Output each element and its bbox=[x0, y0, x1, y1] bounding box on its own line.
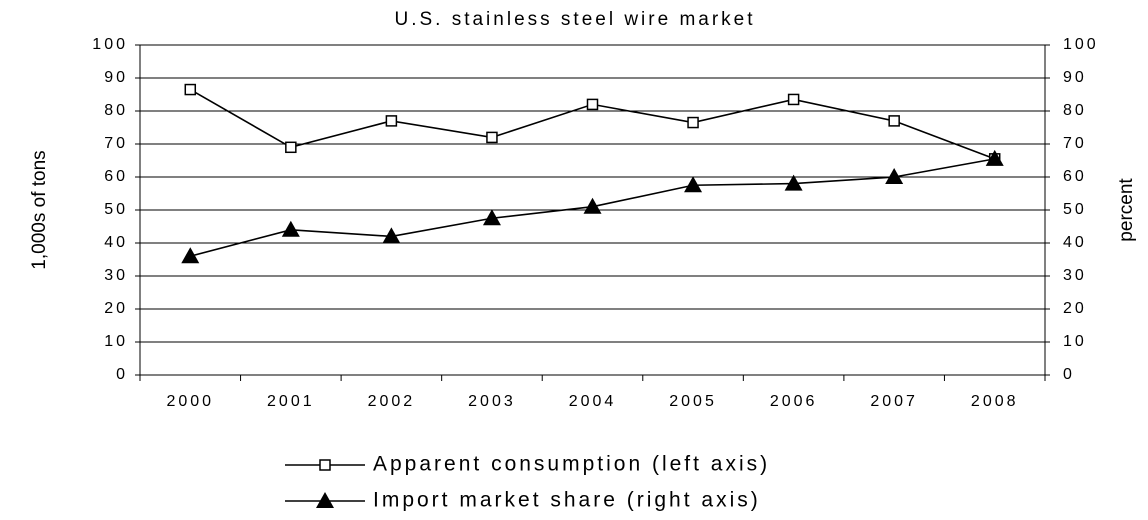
data-point bbox=[787, 93, 800, 106]
data-point bbox=[482, 209, 501, 226]
data-point bbox=[985, 149, 1004, 166]
legend-label: Apparent consumption (left axis) bbox=[373, 453, 770, 476]
data-point bbox=[784, 174, 803, 191]
x-tick-label: 2003 bbox=[468, 393, 516, 410]
data-point bbox=[586, 98, 599, 111]
y-tick-label: 100 bbox=[92, 36, 128, 53]
y2-tick-label: 10 bbox=[1063, 333, 1087, 350]
data-point bbox=[281, 220, 300, 237]
y-tick-label: 70 bbox=[104, 135, 128, 152]
data-point bbox=[184, 83, 197, 96]
data-point bbox=[888, 115, 900, 127]
data-point bbox=[684, 176, 703, 193]
data-point bbox=[885, 168, 904, 184]
y2-tick-label: 40 bbox=[1063, 234, 1087, 251]
y-tick-label: 50 bbox=[104, 201, 128, 218]
data-point bbox=[687, 116, 699, 129]
y-tick-label: 40 bbox=[104, 234, 128, 251]
y-tick-label: 10 bbox=[104, 333, 128, 350]
data-point bbox=[583, 197, 602, 214]
legend-marker bbox=[319, 459, 331, 471]
x-tick-label: 2005 bbox=[669, 393, 717, 410]
x-tick-label: 2007 bbox=[870, 393, 918, 410]
x-tick-label: 2000 bbox=[166, 393, 214, 410]
y2-tick-label: 70 bbox=[1063, 135, 1087, 152]
y2-tick-label: 20 bbox=[1063, 300, 1087, 317]
chart-title: U.S. stainless steel wire market bbox=[394, 9, 755, 30]
y2-tick-label: 90 bbox=[1063, 69, 1087, 86]
x-tick-label: 2004 bbox=[569, 393, 617, 410]
y2-tick-label: 30 bbox=[1063, 267, 1087, 284]
legend-marker bbox=[316, 492, 334, 508]
y-tick-label: 90 bbox=[104, 69, 128, 86]
y2-axis-label: percent bbox=[1116, 178, 1137, 242]
x-tick-label: 2006 bbox=[770, 393, 818, 410]
y2-tick-label: 50 bbox=[1063, 201, 1087, 218]
x-tick-label: 2002 bbox=[368, 393, 416, 410]
y2-tick-label: 100 bbox=[1063, 36, 1099, 53]
data-point bbox=[486, 131, 498, 144]
y2-tick-label: 60 bbox=[1063, 168, 1087, 185]
data-point bbox=[385, 115, 398, 127]
y-tick-label: 30 bbox=[104, 267, 128, 284]
data-point bbox=[285, 141, 297, 154]
y-tick-label: 0 bbox=[116, 366, 128, 383]
y-axis-label: 1,000s of tons bbox=[29, 150, 50, 269]
x-tick-label: 2008 bbox=[971, 393, 1019, 410]
y2-tick-label: 0 bbox=[1063, 366, 1075, 383]
legend-label: Import market share (right axis) bbox=[373, 489, 761, 512]
x-tick-label: 2001 bbox=[267, 393, 315, 410]
y-tick-label: 60 bbox=[104, 168, 128, 185]
data-point bbox=[382, 227, 401, 244]
data-point bbox=[181, 247, 200, 264]
y-tick-label: 80 bbox=[104, 102, 128, 119]
y-tick-label: 20 bbox=[104, 300, 128, 317]
y2-tick-label: 80 bbox=[1063, 102, 1087, 119]
